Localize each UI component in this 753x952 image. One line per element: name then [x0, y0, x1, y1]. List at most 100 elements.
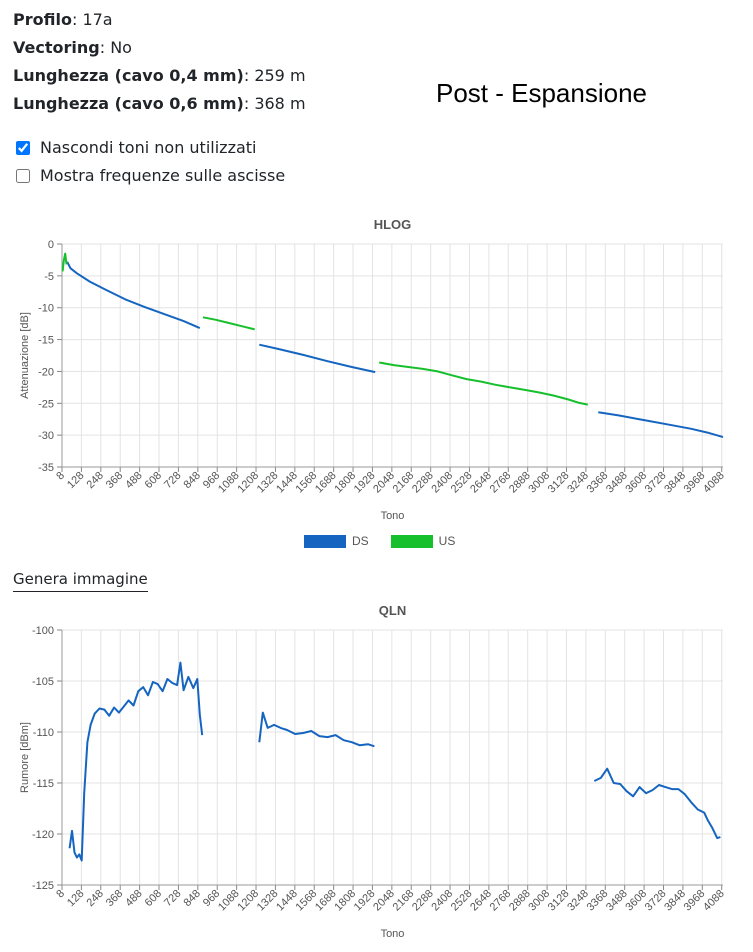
hide-unused-label: Nascondi toni non utilizzati: [40, 138, 257, 157]
show-freq-checkbox[interactable]: [16, 168, 30, 183]
qln-xtick-label: 1328: [255, 888, 281, 914]
qln-xtick-label: 2408: [429, 888, 455, 914]
show-freq-label: Mostra frequenze sulle ascisse: [40, 166, 286, 185]
hlog-ytick-label: -10: [38, 303, 54, 315]
qln-xtick-label: 3728: [643, 888, 669, 914]
qln-xtick-label: 8: [54, 888, 67, 901]
qln-xtick-label: 4088: [701, 888, 727, 914]
hlog-xtick-label: 1208: [235, 470, 261, 496]
qln-xtick-label: 1208: [235, 888, 261, 914]
qln-xtick-label: 1088: [216, 888, 242, 914]
hlog-chart: HLOG812824836848860872884896810881208132…: [19, 217, 727, 522]
hlog-xtick-label: 1328: [255, 470, 281, 496]
qln-xtick-label: 848: [181, 888, 202, 909]
hlog-ytick-label: -35: [38, 462, 54, 474]
qln-title: QLN: [379, 603, 406, 618]
hlog-ytick-label: 0: [48, 239, 54, 251]
hlog-series-us-segment: [202, 316, 255, 331]
post-expansion-label: Post - Espansione: [436, 78, 648, 108]
legend-us-label: US: [438, 534, 456, 548]
hlog-xtick-label: 3368: [585, 470, 611, 496]
hlog-xtick-label: 728: [162, 470, 183, 491]
vectoring-value: No: [110, 38, 132, 57]
qln-xtick-label: 1808: [332, 888, 358, 914]
length04-label: Lunghezza (cavo 0,4 mm): [13, 66, 244, 85]
qln-x-label: Tono: [381, 928, 405, 940]
length06-value: 368 m: [254, 94, 306, 113]
hide-unused-checkbox[interactable]: [16, 140, 30, 155]
qln-xtick-label: 3608: [623, 888, 649, 914]
hlog-xtick-label: 3248: [565, 470, 591, 496]
qln-xtick-label: 2528: [449, 888, 475, 914]
hide-unused-option[interactable]: Nascondi toni non utilizzati: [16, 138, 256, 157]
hlog-ytick-label: -20: [38, 366, 54, 378]
qln-ytick-label: -110: [33, 727, 54, 739]
hlog-ytick-label: -25: [38, 398, 54, 410]
legend-us-swatch[interactable]: [390, 534, 433, 548]
generate-image-link[interactable]: Genera immagine: [13, 570, 148, 592]
hlog-xtick-label: 2648: [468, 470, 494, 496]
hlog-ytick-label: -30: [38, 430, 54, 442]
hlog-xtick-label: 2528: [449, 470, 475, 496]
qln-xtick-label: 368: [104, 888, 125, 909]
qln-xtick-label: 2648: [468, 888, 494, 914]
hlog-xtick-label: 2168: [391, 470, 417, 496]
hlog-xtick-label: 3128: [546, 470, 572, 496]
qln-xtick-label: 1448: [274, 888, 300, 914]
hlog-xtick-label: 8: [54, 470, 67, 483]
hlog-xtick-label: 488: [123, 470, 144, 491]
hlog-xtick-label: 1928: [352, 470, 378, 496]
length04-value: 259 m: [254, 66, 306, 85]
qln-series-line-segment: [593, 767, 721, 840]
hlog-series-us-segment: [61, 252, 68, 272]
qln-xtick-label: 128: [65, 888, 86, 909]
hlog-xtick-label: 2288: [410, 470, 436, 496]
legend-ds-label: DS: [352, 534, 369, 548]
qln-xtick-label: 3128: [546, 888, 572, 914]
hlog-xtick-label: 608: [143, 470, 164, 491]
hlog-series-ds-segment: [66, 261, 201, 330]
qln-series-line-segment: [68, 661, 204, 862]
hlog-xtick-label: 3728: [643, 470, 669, 496]
hlog-x-label: Tono: [381, 510, 405, 522]
qln-xtick-label: 728: [162, 888, 183, 909]
qln-xtick-label: 3368: [585, 888, 611, 914]
hlog-xtick-label: 1448: [274, 470, 300, 496]
legend-ds-swatch[interactable]: [304, 534, 346, 548]
qln-xtick-label: 1928: [352, 888, 378, 914]
hlog-series-ds-segment: [598, 411, 724, 439]
hlog-xtick-label: 2408: [429, 470, 455, 496]
hlog-legend: DS US: [304, 534, 477, 548]
qln-xtick-label: 1568: [294, 888, 320, 914]
hlog-xtick-label: 2768: [488, 470, 514, 496]
qln-xtick-label: 3248: [565, 888, 591, 914]
qln-ytick-label: -115: [33, 778, 54, 790]
hlog-xtick-label: 1808: [332, 470, 358, 496]
qln-xtick-label: 608: [143, 888, 164, 909]
qln-xtick-label: 2048: [371, 888, 397, 914]
qln-xtick-label: 3848: [662, 888, 688, 914]
qln-xtick-label: 2768: [488, 888, 514, 914]
hlog-xtick-label: 368: [104, 470, 125, 491]
hlog-xtick-label: 848: [181, 470, 202, 491]
hlog-xtick-label: 1688: [313, 470, 339, 496]
hlog-xtick-label: 128: [65, 470, 86, 491]
hlog-series-ds-segment: [259, 343, 376, 374]
hlog-xtick-label: 1568: [294, 470, 320, 496]
qln-xtick-label: 2888: [507, 888, 533, 914]
hlog-xtick-label: 1088: [216, 470, 242, 496]
qln-xtick-label: 2168: [391, 888, 417, 914]
hlog-xtick-label: 2048: [371, 470, 397, 496]
hlog-ytick-label: -5: [44, 271, 54, 283]
qln-xtick-label: 1688: [313, 888, 339, 914]
qln-chart: QLN8128248368488608728848968108812081328…: [19, 603, 727, 940]
vectoring-label: Vectoring: [13, 38, 100, 57]
qln-y-label: Rumore [dBm]: [19, 722, 31, 793]
qln-xtick-label: 3488: [604, 888, 630, 914]
hlog-y-label: Attenuazione [dB]: [19, 312, 31, 399]
qln-ytick-label: -125: [32, 880, 54, 892]
hlog-xtick-label: 3008: [526, 470, 552, 496]
qln-xtick-label: 3968: [682, 888, 708, 914]
show-freq-option[interactable]: Mostra frequenze sulle ascisse: [16, 166, 285, 185]
qln-ytick-label: -120: [32, 829, 54, 841]
